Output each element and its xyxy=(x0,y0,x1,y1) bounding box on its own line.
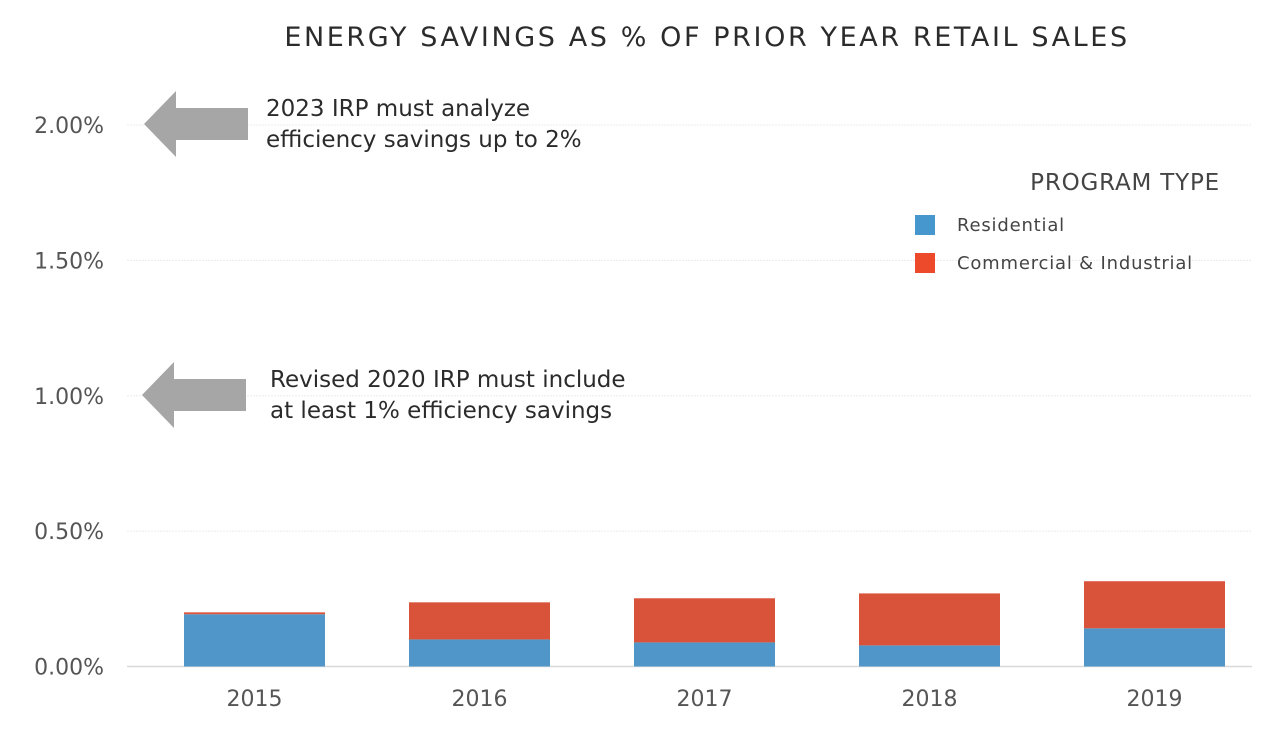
annotation-line: efficiency savings up to 2% xyxy=(266,127,582,153)
legend-title: PROGRAM TYPE xyxy=(1030,170,1220,196)
y-tick-label: 0.00% xyxy=(34,656,104,681)
annotation-line: Revised 2020 IRP must include xyxy=(270,367,626,393)
annotation-1pct: Revised 2020 IRP must include at least 1… xyxy=(270,365,626,427)
y-tick-label: 1.50% xyxy=(34,249,104,274)
legend-swatch-residential xyxy=(915,215,935,235)
bar-residential-2019 xyxy=(1084,628,1225,667)
bar-commercial-industrial-2019 xyxy=(1084,581,1225,629)
legend-item-commercial-industrial: Commercial & Industrial xyxy=(915,244,1220,282)
bar-residential-2017 xyxy=(634,642,775,667)
bar-commercial-industrial-2018 xyxy=(859,593,1000,646)
y-tick-label: 2.00% xyxy=(34,114,104,139)
chart-title: ENERGY SAVINGS AS % OF PRIOR YEAR RETAIL… xyxy=(284,22,1130,53)
x-tick-label: 2015 xyxy=(227,687,283,712)
legend: PROGRAM TYPE Residential Commercial & In… xyxy=(915,170,1220,282)
y-tick-label: 1.00% xyxy=(34,385,104,410)
bar-residential-2018 xyxy=(859,645,1000,667)
y-tick-label: 0.50% xyxy=(34,520,104,545)
bar-residential-2016 xyxy=(409,639,550,667)
left-arrow-icon xyxy=(144,91,248,157)
legend-swatch-commercial-industrial xyxy=(915,253,935,273)
x-tick-label: 2017 xyxy=(677,687,733,712)
left-arrow-icon xyxy=(142,362,246,428)
x-tick-label: 2019 xyxy=(1127,687,1183,712)
bar-commercial-industrial-2015 xyxy=(184,612,325,615)
bar-residential-2015 xyxy=(184,614,325,667)
x-tick-label: 2016 xyxy=(452,687,508,712)
x-tick-label: 2018 xyxy=(902,687,958,712)
bar-commercial-industrial-2017 xyxy=(634,598,775,643)
legend-label: Commercial & Industrial xyxy=(957,252,1193,274)
legend-label: Residential xyxy=(957,214,1065,236)
annotation-line: 2023 IRP must analyze xyxy=(266,96,531,122)
legend-item-residential: Residential xyxy=(915,206,1220,244)
annotation-2pct: 2023 IRP must analyze efficiency savings… xyxy=(266,94,582,156)
annotation-line: at least 1% efficiency savings xyxy=(270,398,613,424)
bar-commercial-industrial-2016 xyxy=(409,602,550,640)
